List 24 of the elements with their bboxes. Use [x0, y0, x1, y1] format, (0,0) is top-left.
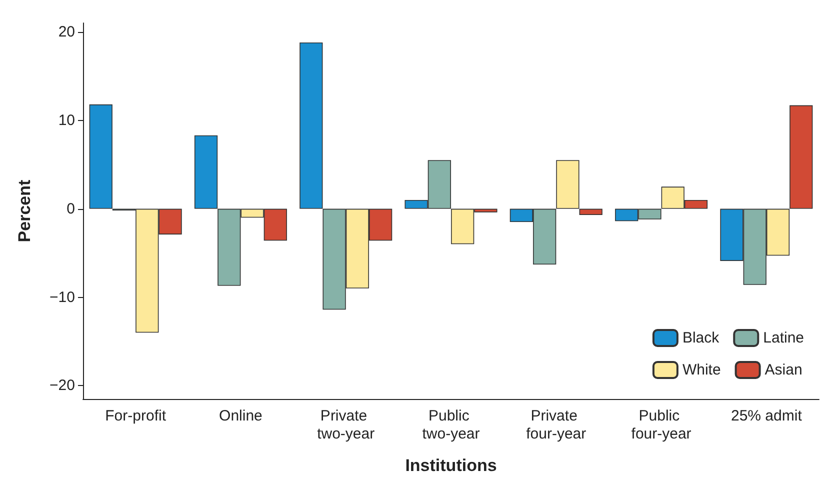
legend-label: White — [682, 362, 721, 378]
y-tick-label: 20 — [58, 23, 75, 40]
bar — [89, 104, 112, 209]
bar — [300, 42, 323, 209]
y-tick-label: −10 — [50, 288, 75, 306]
legend-label: Asian — [764, 362, 802, 378]
x-tick-label: For-profit — [105, 408, 167, 424]
x-tick-label: Private four-year — [526, 408, 586, 442]
x-tick-label: Private two-year — [317, 408, 375, 442]
bar — [194, 135, 218, 209]
bar — [790, 105, 813, 209]
bar — [556, 160, 580, 209]
x-axis-title: Institutions — [405, 456, 497, 475]
y-tick-label: −20 — [50, 377, 75, 394]
legend-label: Latine — [763, 330, 804, 346]
y-tick-label: 0 — [66, 200, 75, 218]
legend-label: Black — [682, 330, 720, 346]
x-tick-label: Public two-year — [422, 408, 480, 442]
x-tick-label: Public four-year — [631, 408, 692, 442]
y-tick-label: 10 — [58, 112, 75, 129]
x-tick-label: 25% admit — [730, 408, 803, 424]
bar — [579, 208, 602, 215]
y-axis-title: Percent — [15, 179, 34, 242]
x-tick-label: Online — [219, 408, 262, 424]
